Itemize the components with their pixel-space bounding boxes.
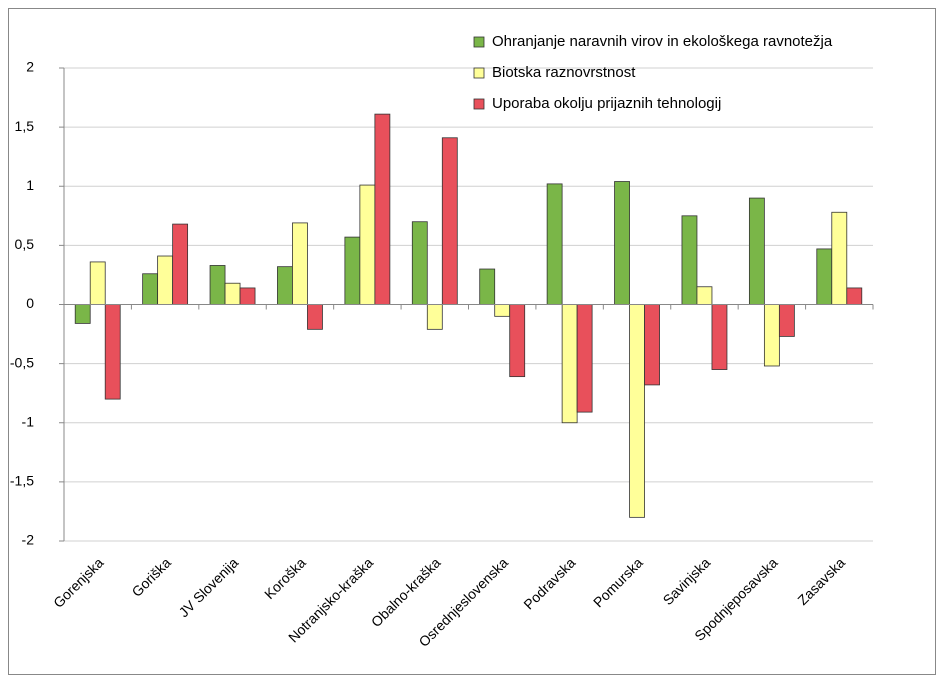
bar	[696, 286, 713, 305]
bar	[307, 304, 323, 330]
bar	[831, 211, 848, 305]
chart-border	[8, 8, 936, 675]
bar	[426, 304, 443, 330]
bar	[546, 183, 563, 305]
legend-swatch	[473, 67, 485, 79]
bar	[224, 282, 241, 305]
y-tick-label: 0,5	[15, 236, 35, 252]
y-tick-label: -2	[22, 532, 35, 548]
y-tick-label: -0,5	[10, 354, 34, 370]
bar	[846, 287, 863, 305]
bar	[142, 273, 159, 305]
legend-swatch	[473, 98, 485, 110]
bar	[629, 304, 645, 518]
bar	[239, 287, 256, 305]
bar	[172, 223, 189, 305]
bar	[292, 222, 308, 305]
bar	[576, 304, 593, 413]
legend-label: Uporaba okolju prijaznih tehnologij	[492, 95, 721, 112]
bar	[509, 304, 526, 378]
bar	[411, 221, 428, 305]
bar	[89, 261, 106, 305]
y-tick-label: 2	[26, 59, 34, 75]
bar	[494, 304, 511, 317]
y-tick-label: -1,5	[10, 473, 34, 489]
bar	[157, 255, 174, 305]
bar	[344, 236, 361, 305]
legend-label: Ohranjanje naravnih virov in ekološkega …	[492, 33, 833, 50]
bar	[74, 304, 91, 324]
y-tick-label: 0	[26, 295, 34, 311]
legend-swatch	[473, 36, 485, 48]
y-tick-label: 1	[26, 177, 34, 193]
y-tick-label: -1	[22, 413, 35, 429]
bar	[816, 248, 833, 305]
bar	[479, 268, 496, 305]
bar	[441, 137, 458, 305]
bar	[561, 304, 578, 424]
bar	[614, 181, 630, 305]
bar	[748, 197, 765, 305]
bar	[778, 304, 795, 337]
bar	[711, 304, 728, 370]
bar	[209, 265, 226, 305]
bar	[763, 304, 780, 367]
y-tick-label: 1,5	[15, 118, 35, 134]
bar	[374, 113, 391, 305]
bar	[359, 184, 376, 305]
bar	[104, 304, 121, 400]
legend-label: Biotska raznovrstnost	[492, 64, 636, 81]
bar	[681, 215, 698, 305]
bar	[644, 304, 660, 386]
bar	[277, 266, 293, 305]
